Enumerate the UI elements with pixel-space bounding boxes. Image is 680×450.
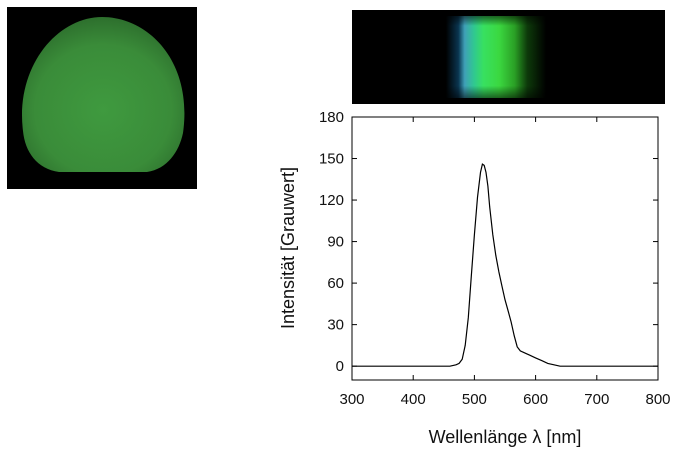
spectrum-image-strip bbox=[352, 10, 665, 104]
y-tick-label: 90 bbox=[327, 234, 344, 251]
y-tick-label: 60 bbox=[327, 275, 344, 292]
x-tick-label: 400 bbox=[401, 391, 426, 408]
glowing-sphere bbox=[22, 17, 185, 172]
x-tick-label: 500 bbox=[462, 391, 487, 408]
y-tick-label: 120 bbox=[319, 192, 344, 209]
x-tick-label: 800 bbox=[645, 391, 670, 408]
x-axis-label: Wellenlänge λ [nm] bbox=[429, 427, 582, 447]
green-glow-sphere-photo bbox=[7, 7, 197, 189]
y-axis-ticks: 0 30 60 90 120 150 180 bbox=[319, 109, 658, 375]
y-axis-label: Intensität [Grauwert] bbox=[278, 167, 298, 329]
plot-frame bbox=[351, 116, 659, 381]
x-tick-label: 300 bbox=[339, 391, 364, 408]
y-tick-label: 0 bbox=[336, 358, 344, 375]
y-tick-label: 30 bbox=[327, 317, 344, 334]
x-tick-label: 700 bbox=[584, 391, 609, 408]
x-axis-ticks: 300 400 500 600 700 800 bbox=[339, 117, 671, 408]
intensity-line bbox=[352, 163, 658, 367]
x-tick-label: 600 bbox=[523, 391, 548, 408]
y-tick-label: 180 bbox=[319, 109, 344, 126]
y-tick-label: 150 bbox=[319, 151, 344, 168]
